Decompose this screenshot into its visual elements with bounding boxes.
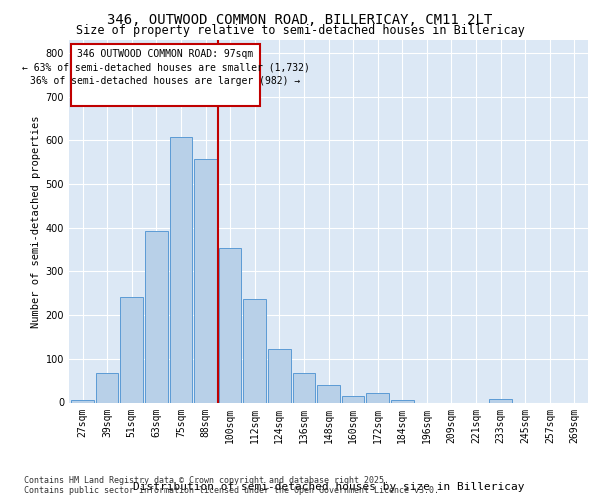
- Text: Contains public sector information licensed under the Open Government Licence v3: Contains public sector information licen…: [24, 486, 439, 495]
- Bar: [219, 248, 241, 402]
- Y-axis label: Number of semi-detached properties: Number of semi-detached properties: [31, 115, 41, 328]
- FancyBboxPatch shape: [71, 44, 260, 106]
- Bar: [317, 385, 340, 402]
- Text: ← 63% of semi-detached houses are smaller (1,732): ← 63% of semi-detached houses are smalle…: [22, 62, 310, 72]
- Bar: [367, 393, 389, 402]
- Text: 36% of semi-detached houses are larger (982) →: 36% of semi-detached houses are larger (…: [31, 76, 301, 86]
- Text: Contains HM Land Registry data © Crown copyright and database right 2025.: Contains HM Land Registry data © Crown c…: [24, 476, 389, 485]
- Bar: [121, 297, 143, 403]
- Text: 346, OUTWOOD COMMON ROAD, BILLERICAY, CM11 2LT: 346, OUTWOOD COMMON ROAD, BILLERICAY, CM…: [107, 12, 493, 26]
- Bar: [268, 349, 290, 403]
- Bar: [96, 373, 118, 402]
- X-axis label: Distribution of semi-detached houses by size in Billericay: Distribution of semi-detached houses by …: [133, 482, 524, 492]
- Bar: [145, 231, 167, 402]
- Bar: [490, 399, 512, 402]
- Bar: [391, 400, 413, 402]
- Bar: [71, 400, 94, 402]
- Text: 346 OUTWOOD COMMON ROAD: 97sqm: 346 OUTWOOD COMMON ROAD: 97sqm: [77, 48, 254, 58]
- Bar: [170, 137, 192, 402]
- Bar: [293, 373, 315, 402]
- Text: Size of property relative to semi-detached houses in Billericay: Size of property relative to semi-detach…: [76, 24, 524, 37]
- Bar: [342, 396, 364, 402]
- Bar: [194, 159, 217, 402]
- Bar: [244, 299, 266, 403]
